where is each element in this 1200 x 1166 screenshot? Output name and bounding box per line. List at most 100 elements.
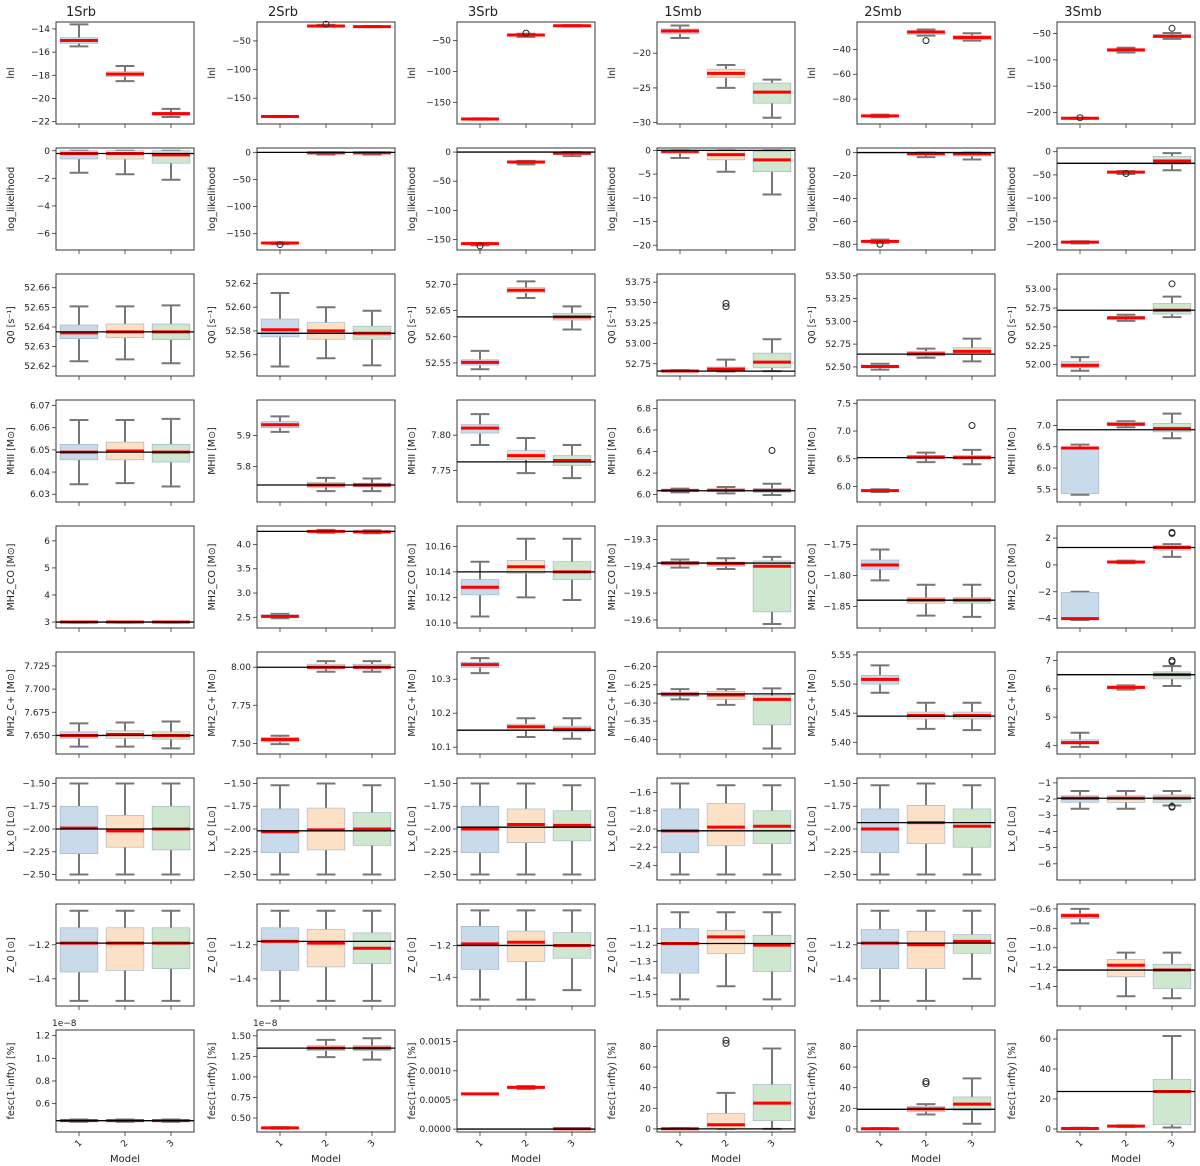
- iqr-box: [860, 929, 900, 969]
- box-model-3: [752, 784, 792, 876]
- box-model-3: [1152, 1035, 1192, 1129]
- box-model-3: [1152, 665, 1192, 687]
- y-tick-label: −1.80: [823, 571, 851, 581]
- y-tick-label: −1.75: [223, 802, 251, 812]
- y-tick-label: 6.0: [837, 482, 852, 492]
- panel-1srb-row-5: 3 4 5 6 MH2_CO [M⊙]: [6, 525, 195, 632]
- panel-1smb-row-7: −1.6 −1.8 −2.0 −2.2 −2.4 Lx_0 [L⊙]: [607, 777, 796, 884]
- panel-2srb-row-8: −1.2 −1.4 Z_0 [⊙]: [207, 903, 396, 1010]
- y-axis-label: MH2_C+ [M⊙]: [607, 669, 618, 736]
- box-model-1: [460, 242, 500, 247]
- y-axis-label: MH2_CO [M⊙]: [407, 544, 418, 611]
- y-tick-label: 7.650: [24, 731, 50, 741]
- y-tick-label: −1.50: [423, 779, 451, 789]
- y-tick-label: −4: [1038, 827, 1052, 837]
- x-tick-label: 1: [674, 1138, 685, 1149]
- iqr-box: [906, 930, 946, 969]
- iqr-box: [59, 927, 99, 973]
- y-tick-label: −1.2: [28, 941, 50, 951]
- y-tick-label: −100: [1026, 56, 1051, 66]
- y-tick-label: 5.40: [831, 738, 851, 748]
- box-model-2: [1106, 951, 1146, 998]
- box-model-1: [860, 784, 900, 876]
- outlier-point: [1168, 528, 1176, 536]
- panel-3srb-row-6: 10.1 10.2 10.3 MH2_C+ [M⊙]: [407, 651, 596, 758]
- outlier-point: [1168, 24, 1176, 32]
- box-model-3: [552, 784, 592, 876]
- box-model-2: [506, 159, 546, 166]
- x-tick-label: 3: [366, 1138, 377, 1149]
- panel-2srb-row-2: 0 −50 −100 −150 log_likelihood: [207, 147, 396, 254]
- y-axis-label: fesc(1-infty) [%]: [807, 1043, 818, 1120]
- y-tick-label: −20: [632, 49, 651, 59]
- panel-3smb-row-6: 4 5 6 7 MH2_C+ [M⊙]: [1007, 651, 1196, 758]
- box-model-2: [506, 1084, 546, 1090]
- box-model-2: [506, 436, 546, 475]
- y-axis-label: Z_0 [⊙]: [607, 937, 618, 973]
- box-model-1: [1060, 907, 1100, 925]
- y-axis-label: Z_0 [⊙]: [407, 937, 418, 973]
- box-model-2: [306, 23, 346, 28]
- y-tick-label: 0.0005: [420, 1096, 452, 1106]
- box-model-3: [752, 1047, 792, 1130]
- y-tick-label: −3: [1038, 811, 1051, 821]
- y-axis-label: fesc(1-infty) [%]: [607, 1043, 618, 1120]
- y-tick-label: −2.50: [423, 871, 451, 881]
- y-axis-label: MHII [M⊙]: [6, 427, 17, 475]
- iqr-box: [706, 803, 746, 846]
- iqr-box: [906, 805, 946, 844]
- column-title-2smb: 2Smb: [864, 5, 901, 20]
- box-model-3: [952, 151, 992, 161]
- box-model-2: [105, 65, 145, 83]
- y-tick-label: 53.50: [825, 272, 851, 282]
- y-tick-label: 10.10: [425, 619, 451, 629]
- y-tick-label: 52.62: [225, 279, 251, 289]
- y-tick-label: 20: [640, 1104, 652, 1114]
- panel-3srb-row-3: 52.55 52.60 52.65 52.70 Q0 [s⁻¹]: [407, 273, 596, 380]
- box-model-3: [752, 149, 792, 196]
- box-model-2: [706, 688, 746, 706]
- y-axis-label: Lx_0 [L⊙]: [607, 806, 618, 851]
- box-model-3: [552, 717, 592, 740]
- y-tick-label: 10.3: [431, 675, 451, 685]
- box-model-1: [460, 349, 500, 371]
- iqr-box: [706, 930, 746, 954]
- panel-1srb-row-6: 7.650 7.675 7.700 7.725 MH2_C+ [M⊙]: [6, 651, 195, 758]
- y-tick-label: 53.25: [825, 295, 851, 305]
- x-axis-label: Model: [110, 1154, 140, 1165]
- panel-1srb-row-8: −1.2 −1.4 Z_0 [⊙]: [6, 903, 195, 1010]
- panel-2smb-row-3: 52.50 52.75 53.00 53.25 53.50 Q0 [s⁻¹]: [807, 272, 996, 380]
- iqr-box: [1152, 303, 1192, 315]
- iqr-box: [151, 150, 191, 164]
- y-tick-label: 53.00: [825, 317, 851, 327]
- x-tick-label: 1: [73, 1138, 84, 1149]
- y-axis-label: log_likelihood: [6, 167, 17, 231]
- box-model-2: [1106, 170, 1146, 175]
- y-axis-label: MH2_CO [M⊙]: [207, 544, 218, 611]
- iqr-box: [1152, 963, 1192, 989]
- y-tick-label: 52.75: [1025, 304, 1051, 314]
- box-model-2: [506, 782, 546, 876]
- y-tick-label: −1.85: [823, 602, 851, 612]
- y-tick-label: −150: [1026, 82, 1051, 92]
- y-tick-label: 52.60: [225, 303, 251, 313]
- y-tick-label: 5.9: [237, 432, 252, 442]
- y-tick-label: 53.75: [625, 278, 651, 288]
- box-model-3: [151, 149, 191, 181]
- box-model-1: [460, 1092, 500, 1096]
- panel-1srb-row-4: 6.03 6.04 6.05 6.06 6.07 MHII [M⊙]: [6, 399, 195, 506]
- y-tick-label: −1.2: [1029, 963, 1051, 973]
- column-title-2srb: 2Srb: [268, 5, 298, 20]
- box-model-1: [260, 734, 300, 746]
- y-tick-label: 0: [1045, 561, 1051, 571]
- y-tick-label: −14: [31, 25, 50, 35]
- x-tick-label: 2: [720, 1138, 731, 1149]
- outlier-point: [276, 241, 284, 249]
- box-model-2: [105, 149, 145, 176]
- x-tick-label: 1: [474, 1138, 485, 1149]
- box-model-3: [952, 784, 992, 876]
- y-tick-label: −18: [31, 71, 50, 81]
- y-tick-label: 6: [44, 537, 50, 547]
- y-tick-label: −50: [432, 177, 451, 187]
